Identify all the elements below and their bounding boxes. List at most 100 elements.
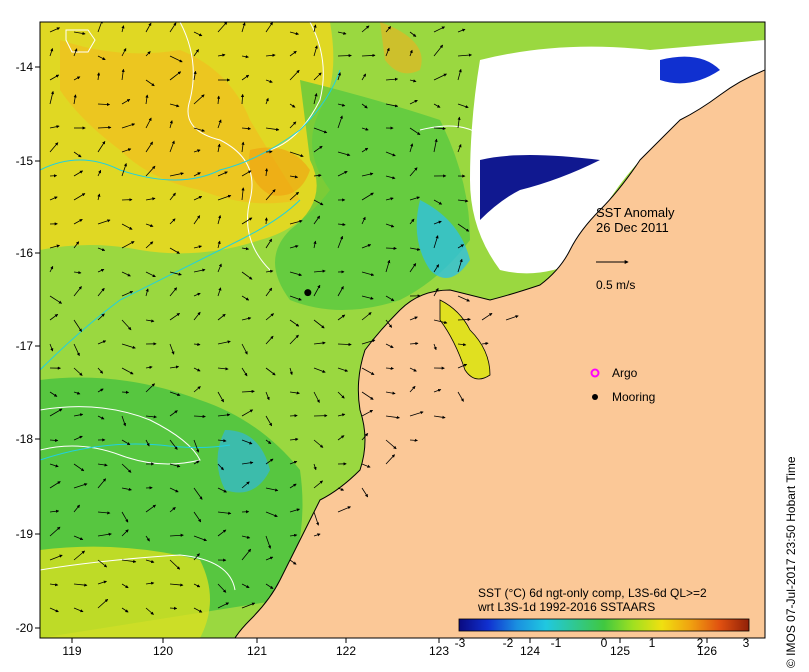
- current-vector: [121, 583, 129, 589]
- current-vector: [217, 367, 229, 371]
- argo-legend-marker: [590, 368, 600, 378]
- current-vector: [409, 49, 413, 57]
- current-vector: [217, 119, 222, 129]
- current-vector: [97, 219, 111, 225]
- current-vector: [337, 171, 348, 177]
- current-vector: [409, 438, 418, 442]
- current-vector: [241, 409, 254, 417]
- current-vector: [361, 391, 374, 400]
- current-vector: [217, 340, 231, 345]
- current-vector: [241, 316, 252, 321]
- current-vector: [265, 269, 274, 273]
- current-vector: [73, 504, 80, 513]
- mooring-legend-marker: [592, 394, 598, 400]
- y-tick-label: -19: [16, 527, 34, 541]
- current-vector: [313, 463, 317, 471]
- current-vector: [145, 581, 155, 585]
- current-vector: [457, 391, 464, 402]
- current-vector: [385, 415, 400, 420]
- current-vector: [73, 343, 80, 357]
- current-vector: [217, 287, 222, 297]
- current-vector: [361, 463, 371, 468]
- x-tick-label: 123: [429, 644, 449, 658]
- current-vector: [169, 487, 179, 493]
- current-vector: [289, 295, 302, 301]
- current-vector: [361, 312, 372, 321]
- current-vector: [265, 22, 273, 33]
- current-vector: [265, 367, 276, 376]
- current-vector: [193, 149, 201, 153]
- current-vector: [49, 27, 61, 33]
- current-vector: [97, 511, 111, 515]
- current-vector: [145, 365, 153, 369]
- current-vector: [73, 94, 77, 105]
- current-vector: [409, 79, 417, 83]
- current-vector: [169, 463, 181, 468]
- current-vector: [49, 265, 54, 273]
- current-vector: [121, 290, 134, 297]
- current-vector: [289, 367, 293, 376]
- plot-area: [40, 22, 765, 638]
- current-vector: [385, 454, 395, 465]
- current-vector: [193, 49, 199, 57]
- current-vector: [145, 241, 154, 249]
- current-vector: [97, 140, 106, 153]
- current-vector: [457, 363, 468, 369]
- x-tick-label: 126: [697, 644, 717, 658]
- current-vector: [121, 241, 135, 249]
- current-vector: [337, 54, 352, 58]
- current-vector: [49, 125, 60, 129]
- current-vector: [361, 295, 374, 300]
- current-vector: [169, 312, 181, 321]
- current-vector: [241, 170, 252, 177]
- current-vector: [73, 463, 85, 472]
- current-vector: [145, 94, 149, 105]
- current-vector: [145, 559, 155, 564]
- current-vector: [313, 215, 321, 225]
- current-vector: [73, 550, 86, 561]
- current-vector: [289, 244, 299, 249]
- current-vector: [145, 288, 149, 297]
- current-vector: [97, 102, 111, 107]
- current-vector: [265, 439, 272, 445]
- colorbar-tick: 2: [697, 636, 704, 650]
- current-vector: [49, 509, 60, 513]
- current-vector: [337, 314, 346, 321]
- current-vector: [49, 463, 59, 468]
- x-axis: 119 120 121 122 123 124 125 126: [62, 644, 717, 658]
- current-vector: [433, 103, 441, 108]
- y-tick-label: -18: [16, 432, 34, 446]
- current-vector: [385, 246, 397, 250]
- current-contour: [40, 199, 301, 371]
- current-vector: [193, 414, 206, 419]
- current-vector: [121, 343, 136, 349]
- current-vector: [217, 602, 230, 609]
- contour-line: [179, 22, 271, 271]
- current-vector: [409, 411, 424, 417]
- current-vector: [169, 71, 182, 81]
- current-vector: [97, 598, 109, 609]
- current-vector: [121, 68, 125, 81]
- current-vector: [217, 22, 228, 33]
- current-vector: [193, 311, 201, 321]
- argo-label: Argo: [612, 366, 638, 380]
- current-vector: [264, 168, 269, 177]
- current-vector: [97, 287, 105, 297]
- current-vector: [241, 389, 255, 394]
- current-vector: [385, 197, 394, 201]
- current-vector: [97, 415, 105, 420]
- current-vector: [193, 292, 201, 297]
- current-vector: [49, 408, 63, 417]
- current-vector: [385, 343, 394, 348]
- current-vector: [289, 271, 303, 277]
- current-vector: [313, 391, 320, 403]
- current-vector: [49, 74, 60, 81]
- current-vector: [193, 342, 201, 346]
- current-vector: [433, 343, 437, 351]
- current-vector: [145, 223, 154, 228]
- current-vector: [313, 439, 324, 448]
- current-vector: [217, 391, 224, 403]
- current-vector: [385, 26, 392, 33]
- x-tick-label: 120: [153, 644, 173, 658]
- current-vector: [145, 607, 154, 615]
